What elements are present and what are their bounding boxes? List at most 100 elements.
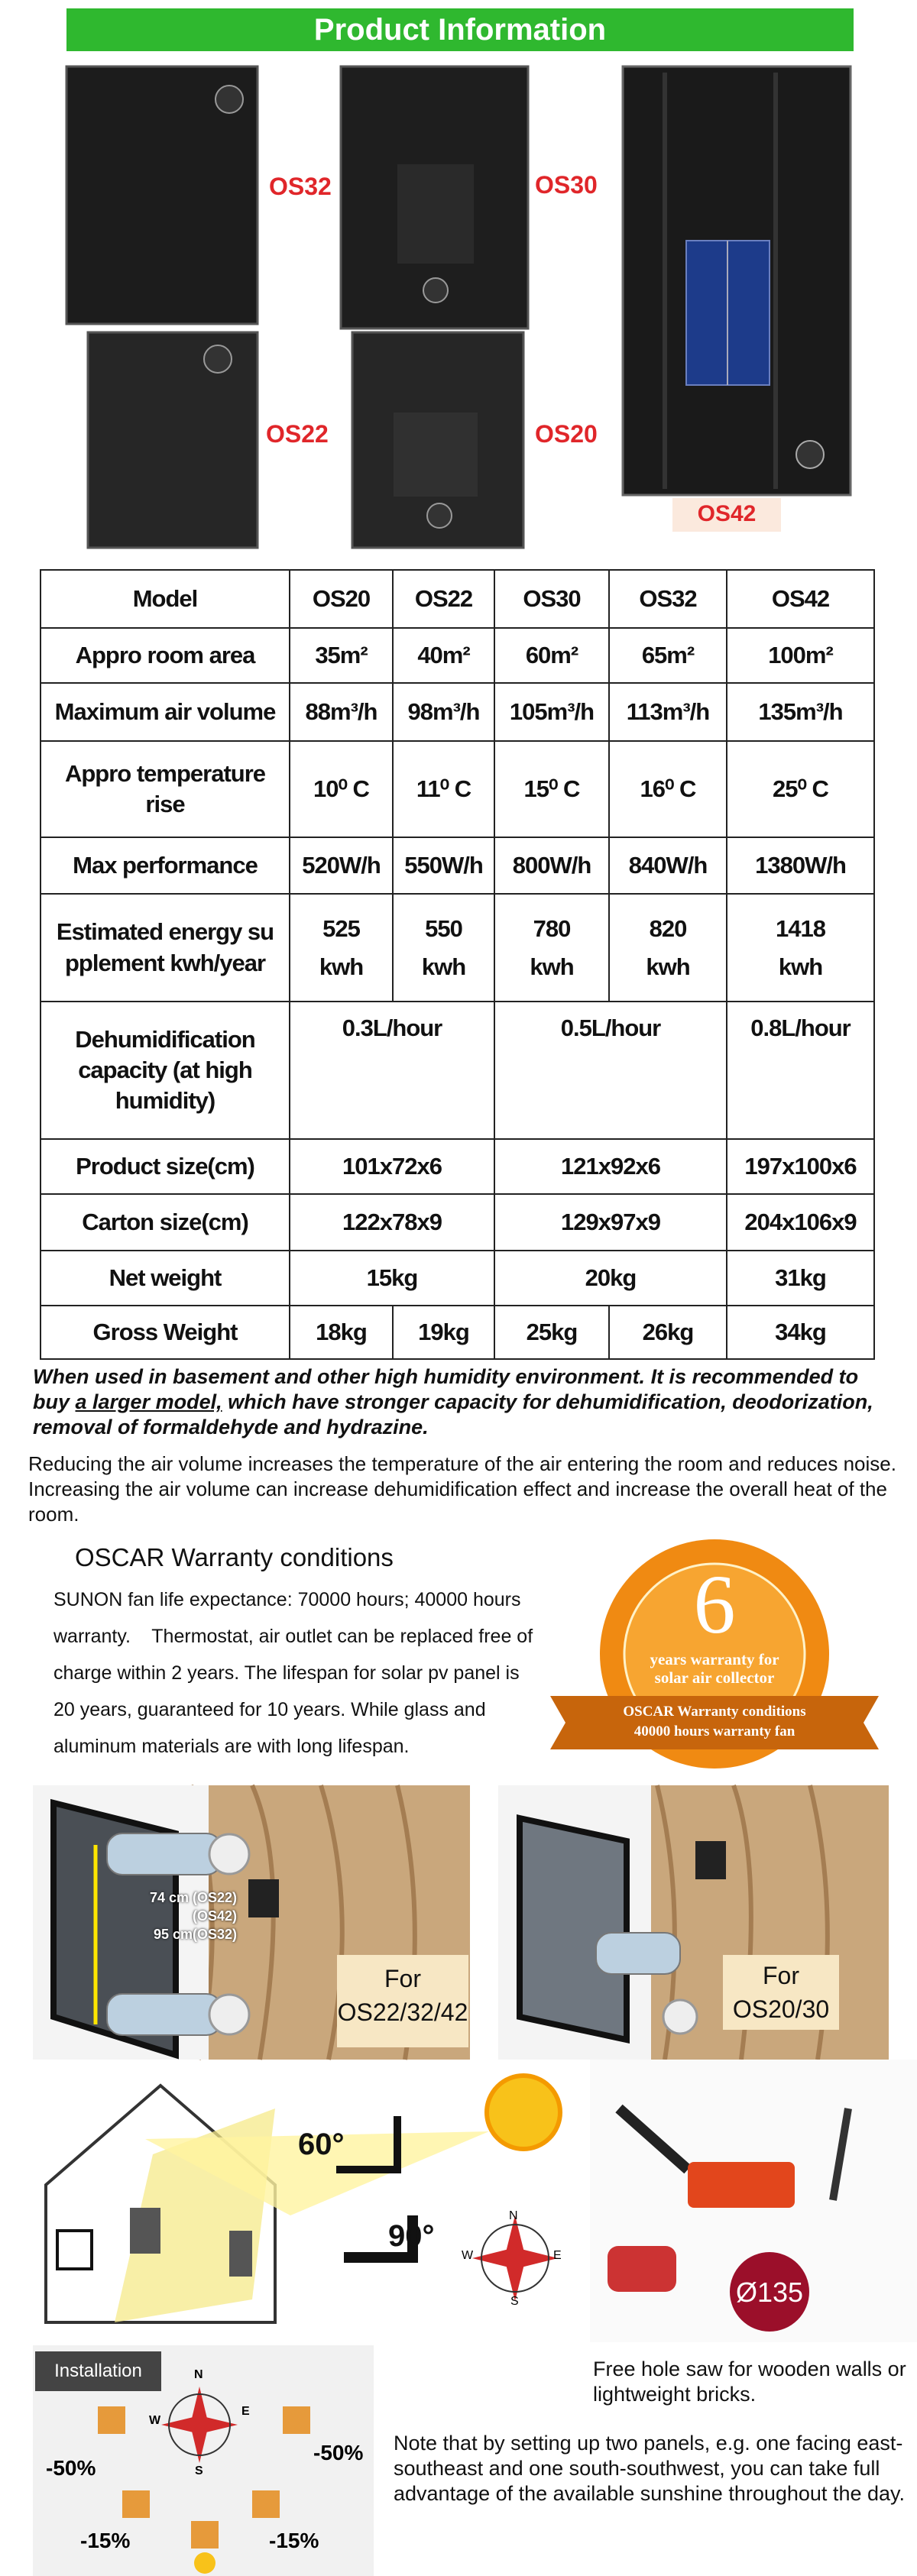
cell: 11⁰ C [392,740,495,838]
cell: OS20 [289,569,394,629]
decor-line [615,2104,692,2174]
ribbon-line: 40000 hours warranty fan [633,1723,795,1739]
decor-rect [66,8,854,51]
cell: 197x100x6 [726,1138,875,1195]
cell: 129x97x9 [494,1193,727,1251]
product-label: OS20 [535,420,598,448]
decor-circle [423,277,449,303]
badge-number: 6 [693,1558,736,1651]
badge-line: years warranty for [650,1650,779,1668]
caption-line: For [763,1962,799,1989]
cell: 113m³/h [608,682,727,742]
cell: 20kg [494,1250,727,1306]
cell: 25kg [494,1305,610,1360]
row-label: Max performance [40,837,290,895]
decor-rect [56,2229,93,2270]
cell: 10⁰ C [289,740,394,838]
note-text: When used in basement and other high hum… [33,1365,859,1413]
decor-circle [481,2224,549,2293]
cell: 88m³/h [289,682,394,742]
spec-table: Model OS20 OS22 OS30 OS32 OS42 Appro room area… [40,569,875,1360]
row-label: Appro room area [40,627,290,684]
table-row: Dehumidification capacity (at high humid… [40,1001,875,1140]
decor-rect [688,2162,795,2208]
cell: 0.3L/hour [289,1001,495,1140]
decor-circle [730,2252,809,2332]
cell: 16⁰ C [608,740,727,838]
cell: 31kg [726,1250,875,1306]
row-label: Product size(cm) [40,1138,290,1195]
decor-circle [662,1998,698,2035]
loss-label: -50% [313,2441,364,2464]
measure-label: (OS42) [192,1908,237,1924]
decor-rect [723,1955,839,2030]
cell: 550 kwh [392,893,495,1002]
row-label: Net weight [40,1250,290,1306]
product-label: OS42 [697,501,757,526]
table-row: Model OS20 OS22 OS30 OS32 OS42 [40,569,875,629]
note-text: which have stronger capacity for dehumid… [33,1390,873,1438]
warranty-title: OSCAR Warranty conditions [75,1543,394,1571]
cell: 840W/h [608,837,727,895]
cell: 204x106x9 [726,1193,875,1251]
cell: 18kg [289,1305,394,1360]
table-row: Estimated energy su pplement kwh/year 525… [40,893,875,1002]
decor-circle [208,1833,251,1875]
decor-rect [106,1993,222,2036]
decor-circle [795,440,825,469]
cell: 26kg [608,1305,727,1360]
decor-polyline [336,2116,401,2173]
product-label: OS30 [535,171,598,199]
decor-polygon [145,2131,489,2215]
tools-caption: Free hole saw for wooden walls or lightw… [593,2358,906,2406]
row-label: Gross Weight [40,1305,290,1360]
angle-label: 60° [298,2128,345,2161]
cell: 15kg [289,1250,495,1306]
measure-label: 95 cm(OS32) [153,1927,237,1942]
row-label: Maximum air volume [40,682,290,742]
install-caption: For OS20/30 [723,1959,839,2026]
decor-polygon [472,2248,558,2269]
warranty-text: SUNON fan life expectance: 70000 hours; … [53,1589,539,1757]
decor-circle [203,345,232,374]
hole-size: Ø135 [735,2277,804,2308]
badge-text: years warranty for solar air collector [600,1650,829,1687]
cell: 34kg [726,1305,875,1360]
decor-rect [695,1841,726,1879]
decor-rect [122,2490,150,2518]
row-label: Appro temperature rise [40,740,290,838]
install-caption: For OS22/32/42 [337,1962,468,2029]
decor-path [550,1696,879,1749]
cell: 15⁰ C [494,740,610,838]
badge-ribbon: OSCAR Warranty conditions 40000 hours war… [558,1702,871,1742]
measure-label: 74 cm (OS22) [149,1890,237,1905]
cell: 100m² [726,627,875,684]
cell: 0.5L/hour [494,1001,727,1140]
decor-rect [248,1879,279,1917]
cell: 65m² [608,627,727,684]
decor-rect [229,2231,252,2277]
table-row: Carton size(cm) 122x78x9 129x97x9 204x106x9 [40,1193,875,1251]
caption-line: OS22/32/42 [337,1998,468,2026]
decor-rect [106,1833,222,1875]
caption-line: OS20/30 [732,1995,830,2023]
decor-polygon [517,1814,630,2044]
banner-title: Product Information [313,13,607,47]
loss-label: -50% [46,2456,96,2480]
orientation-title: Installation [54,2361,142,2381]
compass-letter: S [510,2295,519,2308]
decor-polygon [161,2416,238,2434]
loss-label: -15% [80,2529,131,2552]
cell: 40m² [392,627,495,684]
cell: 525 kwh [289,893,394,1002]
decor-rect [252,2490,280,2518]
row-label: Carton size(cm) [40,1193,290,1251]
decor-rect [397,164,474,264]
decor-rect [191,2521,219,2548]
cell: 105m³/h [494,682,610,742]
decor-polygon [44,2083,277,2324]
cell: 19kg [392,1305,495,1360]
